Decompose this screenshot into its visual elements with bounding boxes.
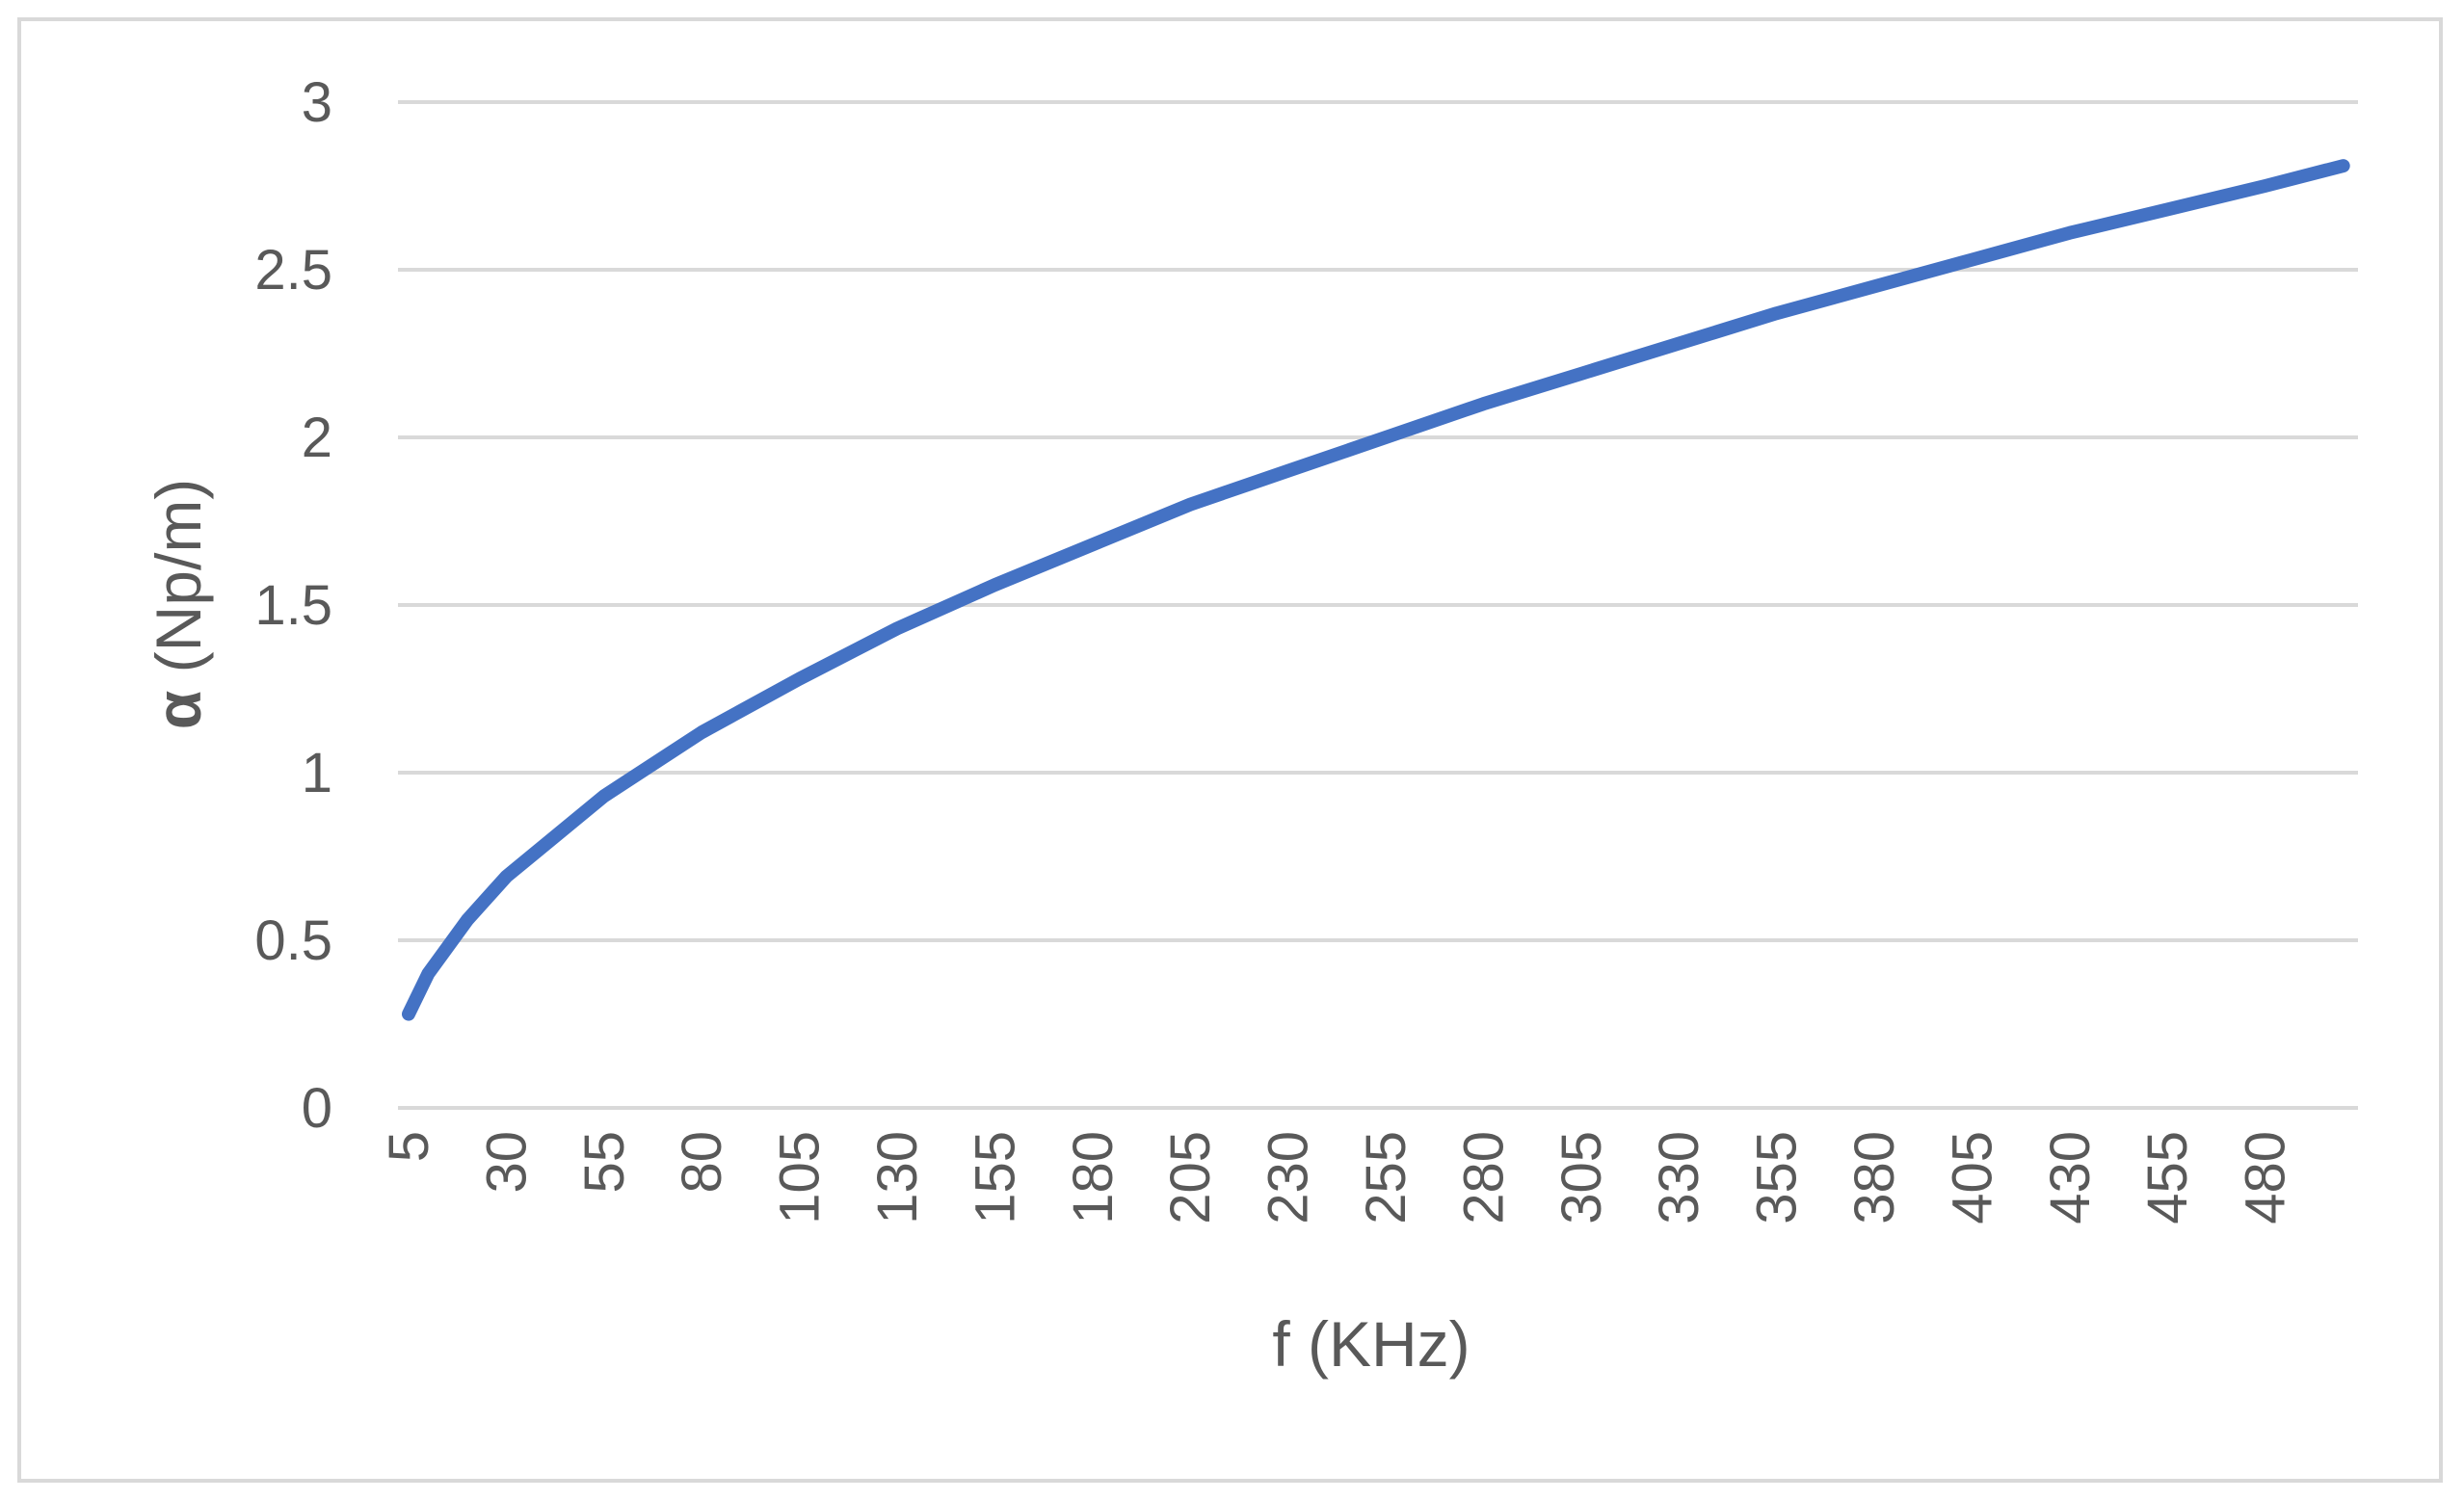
y-tick-label: 1.5 bbox=[254, 574, 332, 637]
y-tick-label: 2.5 bbox=[254, 239, 332, 302]
y-axis-tick-labels: 0 0.5 1 1.5 2 2.5 3 bbox=[254, 71, 332, 1140]
x-tick-label: 380 bbox=[1843, 1131, 1906, 1224]
x-tick-label: 5 bbox=[378, 1131, 440, 1162]
x-axis-title: f (KHz) bbox=[1272, 1308, 1470, 1380]
x-tick-label: 455 bbox=[2136, 1131, 2199, 1224]
y-tick-label: 2 bbox=[302, 407, 332, 469]
series-line-0 bbox=[402, 159, 2350, 1021]
y-axis-title-symbol: α bbox=[143, 691, 214, 730]
x-tick-label: 105 bbox=[769, 1131, 832, 1224]
x-tick-label: 405 bbox=[1941, 1131, 2003, 1224]
x-tick-label: 205 bbox=[1159, 1131, 1222, 1224]
x-tick-label: 155 bbox=[964, 1131, 1026, 1224]
x-tick-label: 355 bbox=[1746, 1131, 1809, 1224]
x-tick-label: 255 bbox=[1355, 1131, 1417, 1224]
y-axis-title: α (Np/m) bbox=[143, 479, 214, 730]
x-tick-label: 55 bbox=[573, 1131, 636, 1194]
x-tick-label: 305 bbox=[1550, 1131, 1613, 1224]
y-tick-label: 1 bbox=[302, 742, 332, 804]
x-tick-label: 180 bbox=[1062, 1131, 1125, 1224]
y-axis-title-unit: (Np/m) bbox=[143, 479, 214, 691]
y-tick-label: 0.5 bbox=[254, 909, 332, 972]
y-tick-label: 3 bbox=[302, 71, 332, 134]
x-tick-label: 130 bbox=[866, 1131, 929, 1224]
x-tick-label: 480 bbox=[2235, 1131, 2297, 1224]
x-tick-label: 430 bbox=[2039, 1131, 2102, 1224]
x-axis-tick-labels: 5 30 55 80 105 130 155 180 205 230 255 280 305 330 355… bbox=[378, 1131, 2297, 1224]
y-tick-label: 0 bbox=[302, 1077, 332, 1140]
chart-frame bbox=[17, 17, 2443, 1483]
x-tick-label: 80 bbox=[671, 1131, 733, 1194]
gridlines bbox=[398, 100, 2358, 1110]
series-group bbox=[402, 159, 2350, 1021]
x-tick-label: 30 bbox=[475, 1131, 538, 1194]
x-tick-label: 230 bbox=[1258, 1131, 1320, 1224]
x-tick-label: 280 bbox=[1452, 1131, 1515, 1224]
x-tick-label: 330 bbox=[1648, 1131, 1710, 1224]
